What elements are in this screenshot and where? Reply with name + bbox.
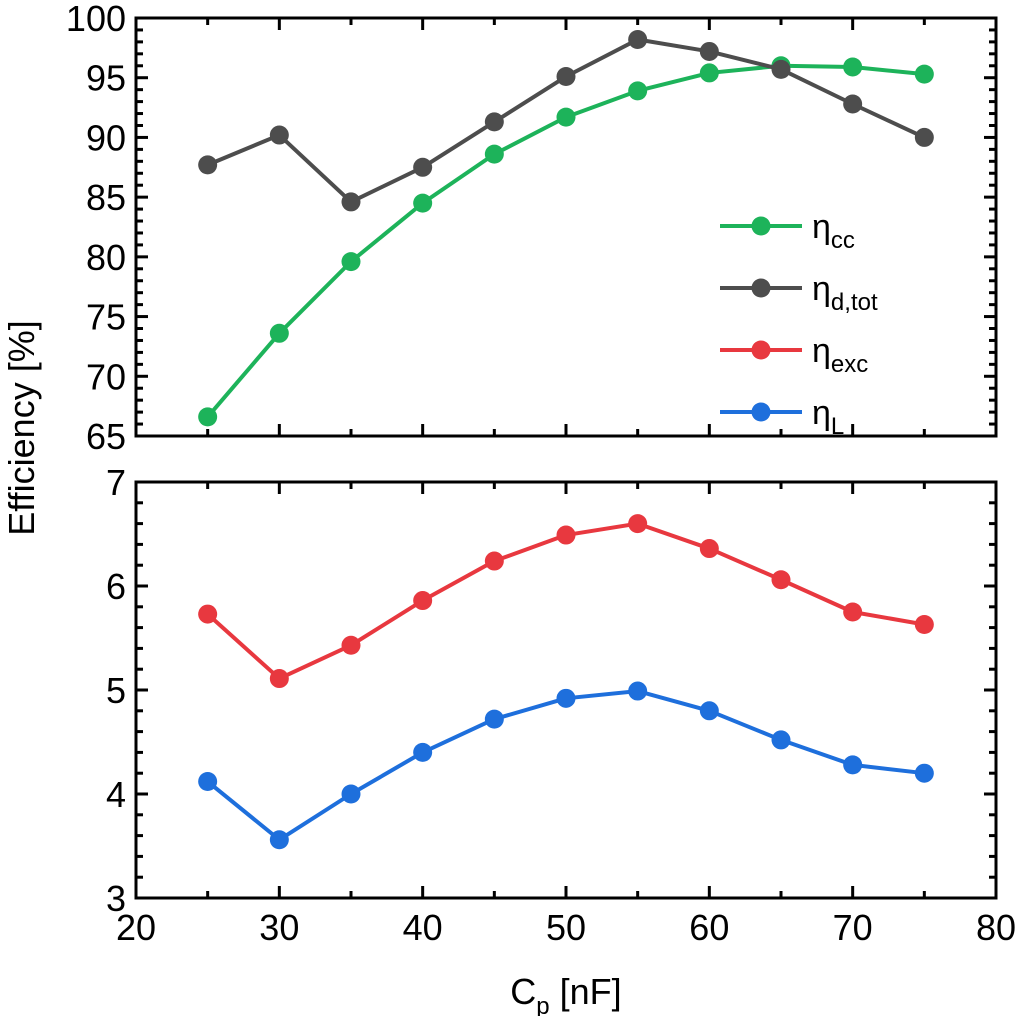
data-point-exc [771,570,791,590]
data-point-L [556,688,576,708]
data-point-exc [341,635,361,655]
y-tick-label: 3 [106,878,126,919]
legend-item-d,tot: ηd,tot [720,270,878,316]
data-point-d,tot [914,127,934,147]
data-point-cc [341,252,361,272]
y-tick-label: 85 [86,177,126,218]
data-point-L [198,772,218,792]
data-point-d,tot [413,157,433,177]
legend-item-L: ηL [720,394,844,440]
data-point-cc [413,193,433,213]
data-point-cc [556,107,576,127]
data-point-cc [628,81,648,101]
data-point-L [628,681,648,701]
y-tick-label: 95 [86,58,126,99]
x-axis-title-sub: p [536,993,549,1016]
data-point-d,tot [556,67,576,87]
series-d,tot [198,29,934,212]
series-exc [198,514,934,689]
data-point-exc [843,602,863,622]
data-point-d,tot [771,59,791,79]
legend-label: ηL [812,394,844,440]
data-point-L [699,701,719,721]
legend-item-exc: ηexc [720,332,868,378]
data-point-L [269,830,289,850]
data-point-d,tot [484,112,504,132]
y-tick-label: 80 [86,237,126,278]
x-tick-label: 50 [546,907,586,948]
data-point-cc [198,407,218,427]
x-tick-label: 30 [259,907,299,948]
data-point-L [341,784,361,804]
legend-swatch-marker [751,402,771,422]
data-point-exc [413,591,433,611]
y-tick-label: 4 [106,774,126,815]
series-cc [198,56,934,427]
data-point-L [914,763,934,783]
data-point-d,tot [198,155,218,175]
legend-item-cc: ηcc [720,208,855,254]
data-point-d,tot [628,29,648,49]
top-panel: 65 70 75 80 85 90 95 100 [66,0,998,457]
y-tick-label: 7 [106,462,126,503]
legend: ηcc ηd,tot ηexc ηL [720,208,878,440]
data-point-cc [484,144,504,164]
y-tick-label: 70 [86,356,126,397]
data-point-cc [269,323,289,343]
data-point-cc [843,57,863,77]
x-axis-title: Cp [nF] [510,971,621,1016]
legend-label: ηcc [812,208,855,254]
data-point-L [484,709,504,729]
data-point-cc [914,64,934,84]
series-L [198,681,934,850]
bottom-panel: 3 4 5 6 7 20 30 40 50 60 70 80 [106,462,1016,948]
data-point-exc [699,539,719,559]
data-point-exc [628,514,648,534]
x-axis-title-main: C [510,971,536,1012]
x-tick-label: 60 [689,907,729,948]
data-point-exc [556,525,576,545]
data-point-L [843,755,863,775]
data-point-d,tot [843,94,863,114]
legend-swatch-marker [751,278,771,298]
data-point-exc [914,614,934,634]
x-axis-title-unit: [nF] [550,971,622,1012]
legend-label: ηd,tot [812,270,878,316]
legend-swatch-marker [751,340,771,360]
x-tick-label: 70 [833,907,873,948]
x-tick-label: 20 [116,907,156,948]
data-point-exc [484,551,504,571]
data-point-L [413,742,433,762]
y-axis-title: Efficiency [%] [1,320,42,535]
y-tick-label: 90 [86,117,126,158]
data-point-d,tot [699,41,719,61]
y-tick-label: 100 [66,0,126,39]
data-point-d,tot [269,125,289,145]
data-point-d,tot [341,192,361,212]
y-tick-label: 6 [106,566,126,607]
data-point-exc [269,669,289,689]
x-tick-label: 40 [403,907,443,948]
data-point-cc [699,63,719,83]
data-point-exc [198,604,218,624]
series-line-exc [206,521,925,681]
data-point-L [771,730,791,750]
x-tick-label: 80 [976,907,1016,948]
y-tick-label: 5 [106,670,126,711]
series-line-L [206,689,925,842]
legend-swatch-marker [751,216,771,236]
y-tick-label: 65 [86,416,126,457]
legend-label: ηexc [812,332,868,378]
y-tick-label: 75 [86,297,126,338]
